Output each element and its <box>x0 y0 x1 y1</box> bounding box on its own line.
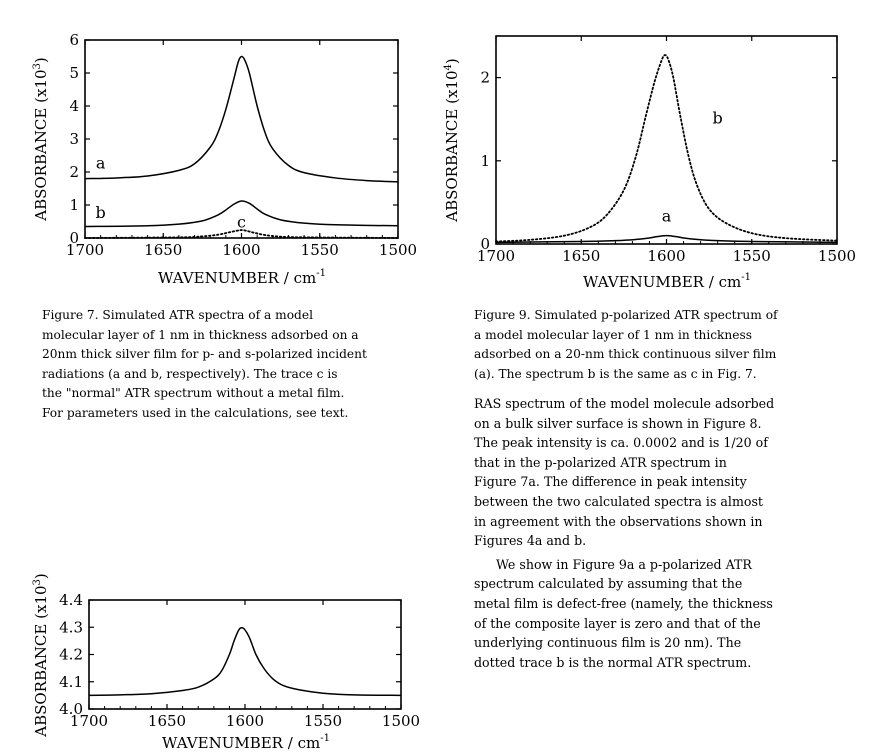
text-line: We show in Figure 9a a p-polarized ATR <box>496 556 752 572</box>
x-axis-label-superscript: -1 <box>320 733 330 744</box>
x-tick-label: 1550 <box>301 241 339 259</box>
figure-8-chart: 1700 1650 1600 1550 1500 4.0 4.1 4.2 4.3 4.4 WAVEN… <box>32 573 420 752</box>
text-line: spectrum calculated by assuming that the <box>474 576 743 592</box>
y-axis-label-superscript: 3 <box>32 579 43 585</box>
series-line-a <box>84 55 399 183</box>
trace-label-a: a <box>96 154 106 173</box>
text-line: metal film is defect-free (namely, the t… <box>474 595 773 611</box>
caption-line: radiations (a and b, respectively). The … <box>42 366 338 381</box>
text-line: of the composite layer is zero and that … <box>474 615 761 631</box>
y-tick-label: 2 <box>480 69 490 87</box>
figure-9-chart: 1700 1650 1600 1550 1500 0 1 2 WAVENUMBER / cm-1… <box>443 35 856 291</box>
y-tick-label: 4.0 <box>59 700 83 718</box>
caption-line: the "normal" ATR spectrum without a meta… <box>42 386 345 400</box>
series-line-a <box>495 234 838 244</box>
series-line-c <box>84 229 399 239</box>
figure-9: 1700 1650 1600 1550 1500 0 1 2 WAVENUMBER / cm-1… <box>443 0 889 300</box>
text-line: RAS spectrum of the model molecule adsor… <box>474 396 775 411</box>
text-line: Figures 4a and b. <box>474 533 587 549</box>
figure-7: 1700 1650 1600 1550 1500 0 1 2 3 4 5 6 WAVENUMBER / … <box>0 0 440 300</box>
y-axis-label-text: ABSORBANCE (x10 <box>32 585 50 737</box>
text-line: The peak intensity is ca. 0.0002 and is … <box>474 435 768 451</box>
y-tick-label: 1 <box>69 196 79 214</box>
x-tick-label: 1650 <box>148 712 186 730</box>
paragraph-1: RAS spectrum of the model molecule adsor… <box>474 394 840 551</box>
series-line-main <box>88 627 402 697</box>
x-tick-label: 1650 <box>144 241 182 259</box>
y-axis-label: ABSORBANCE (x104) <box>443 58 461 223</box>
y-axis-label-superscript: 3 <box>32 63 43 69</box>
text-line: that in the p-polarized ATR spectrum in <box>474 454 727 470</box>
y-tick-label: 4.3 <box>59 618 83 636</box>
x-axis-label: WAVENUMBER / cm-1 <box>158 268 326 287</box>
y-tick-label: 4.4 <box>59 591 83 609</box>
text-line: between the two calculated spectra is al… <box>474 493 763 509</box>
x-tick-label: 1700 <box>70 712 108 730</box>
x-axis-label-superscript: -1 <box>316 268 326 279</box>
figure-7-caption: Figure 7. Simulated ATR spectra of a mod… <box>42 306 410 423</box>
y-axis-label-text: ABSORBANCE (x10 <box>32 69 50 221</box>
x-tick-label: 1650 <box>562 247 600 265</box>
figure-7-chart: 1700 1650 1600 1550 1500 0 1 2 3 4 5 6 WAVENUMBER / … <box>32 31 417 287</box>
caption-line: Figure 7. Simulated ATR spectra of a mod… <box>42 308 313 322</box>
y-tick-label: 0 <box>69 229 79 247</box>
figure-9-caption: Figure 9. Simulated p-polarized ATR spec… <box>474 306 839 384</box>
x-axis-label-superscript: -1 <box>741 272 751 283</box>
caption-line: molecular layer of 1 nm in thickness ads… <box>42 327 359 342</box>
y-tick-label: 4.1 <box>59 673 83 691</box>
trace-label-b: b <box>713 108 723 127</box>
caption-line: (a). The spectrum b is the same as c in … <box>474 366 757 381</box>
x-tick-label: 1500 <box>818 247 856 265</box>
trace-label-c: c <box>237 212 246 231</box>
figure-8: 1700 1650 1600 1550 1500 4.0 4.1 4.2 4.3 4.4 WAVEN… <box>0 570 440 754</box>
y-axis-label-close: ) <box>32 573 50 579</box>
y-axis-label-superscript: 4 <box>443 64 454 70</box>
x-tick-label: 1500 <box>382 712 420 730</box>
text-line: Figure 7a. The difference in peak intens… <box>474 474 747 490</box>
y-axis-label-close: ) <box>32 57 50 63</box>
x-axis-label: WAVENUMBER / cm-1 <box>162 733 330 752</box>
x-tick-label: 1550 <box>304 712 342 730</box>
caption-line: 20nm thick silver film for p- and s-pola… <box>42 347 367 361</box>
y-axis-label: ABSORBANCE (x103) <box>32 573 50 738</box>
body-text: RAS spectrum of the model molecule adsor… <box>474 394 840 672</box>
caption-line: Figure 9. Simulated p-polarized ATR spec… <box>474 308 778 322</box>
text-line: dotted trace b is the normal ATR spectru… <box>474 654 752 670</box>
trace-label-b: b <box>96 203 106 222</box>
x-tick-label: 1500 <box>379 241 417 259</box>
x-tick-label: 1550 <box>733 247 771 265</box>
x-tick-label: 1600 <box>222 241 260 259</box>
x-tick-label: 1700 <box>477 247 515 265</box>
y-axis-label: ABSORBANCE (x103) <box>32 57 50 222</box>
series-line-b <box>84 200 399 228</box>
y-tick-label: 0 <box>480 235 490 253</box>
text-line: in agreement with the observations shown… <box>474 513 763 529</box>
y-axis-label-close: ) <box>443 58 461 64</box>
caption-line: adsorbed on a 20-nm thick continuous sil… <box>474 347 777 361</box>
x-axis-label: WAVENUMBER / cm-1 <box>583 272 751 291</box>
text-line: on a bulk silver surface is shown in Fig… <box>474 415 762 431</box>
caption-line: For parameters used in the calculations,… <box>42 405 349 420</box>
y-axis-label-text: ABSORBANCE (x10 <box>443 70 461 222</box>
y-tick-label: 6 <box>69 31 79 49</box>
y-tick-label: 4 <box>69 97 79 115</box>
x-tick-label: 1700 <box>66 241 104 259</box>
series-line-b <box>495 54 838 243</box>
plot-frame <box>84 39 399 239</box>
x-tick-label: 1600 <box>226 712 264 730</box>
y-tick-label: 2 <box>69 163 79 181</box>
plot-frame <box>88 599 402 710</box>
y-tick-label: 4.2 <box>59 646 83 664</box>
y-tick-label: 1 <box>480 152 490 170</box>
text-line: underlying continuous film is 20 nm). Th… <box>474 635 742 651</box>
paragraph-2: We show in Figure 9a a p-polarized ATR s… <box>474 555 840 673</box>
x-tick-label: 1600 <box>647 247 685 265</box>
caption-line: a model molecular layer of 1 nm in thick… <box>474 327 753 342</box>
y-tick-label: 5 <box>69 64 79 82</box>
trace-label-a: a <box>662 207 672 226</box>
y-tick-label: 3 <box>69 130 79 148</box>
